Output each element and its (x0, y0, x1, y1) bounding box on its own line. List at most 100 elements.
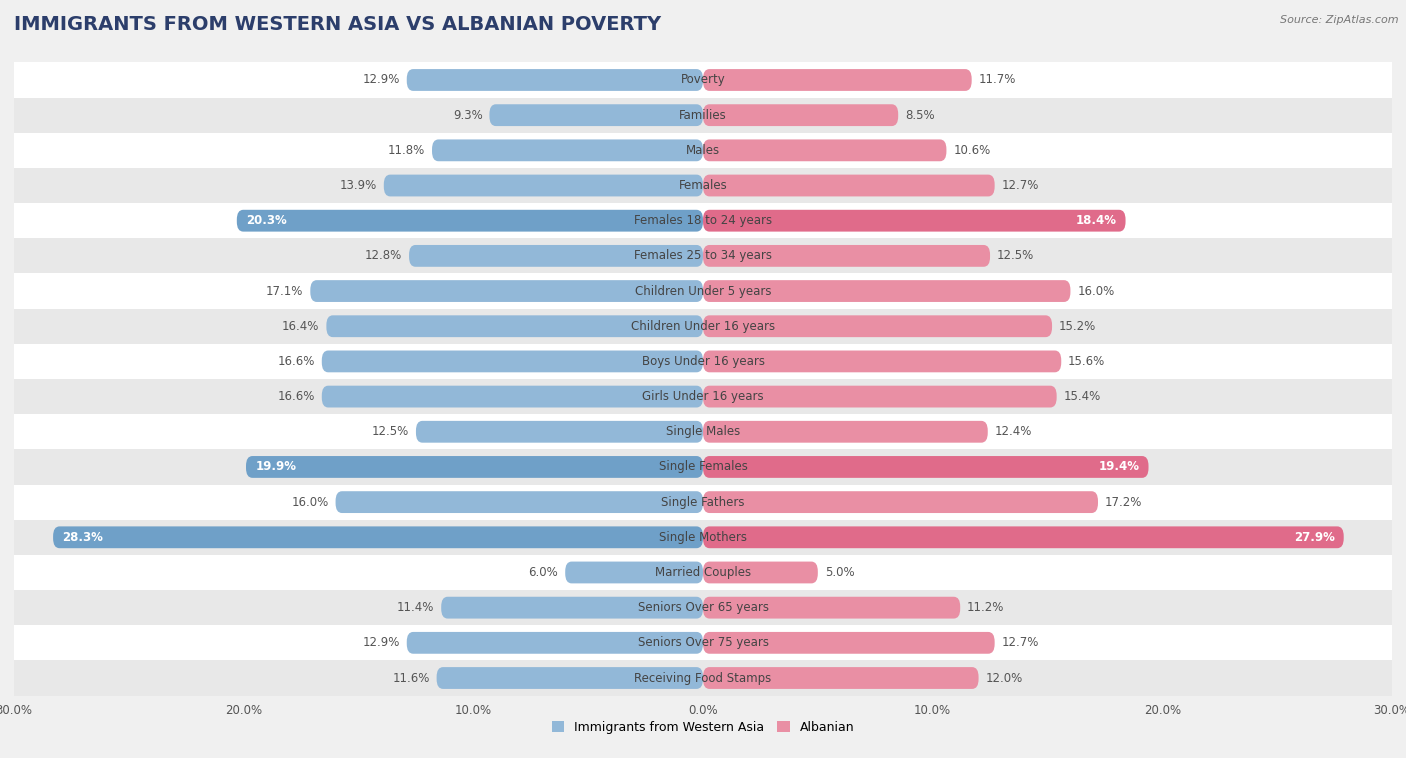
Legend: Immigrants from Western Asia, Albanian: Immigrants from Western Asia, Albanian (547, 716, 859, 739)
Text: 12.5%: 12.5% (371, 425, 409, 438)
FancyBboxPatch shape (326, 315, 703, 337)
FancyBboxPatch shape (406, 632, 703, 653)
FancyBboxPatch shape (703, 667, 979, 689)
Text: Single Mothers: Single Mothers (659, 531, 747, 543)
FancyBboxPatch shape (0, 590, 1406, 625)
Text: Seniors Over 65 years: Seniors Over 65 years (637, 601, 769, 614)
Text: 12.5%: 12.5% (997, 249, 1035, 262)
Text: Children Under 5 years: Children Under 5 years (634, 284, 772, 298)
Text: 16.6%: 16.6% (277, 390, 315, 403)
Text: Single Females: Single Females (658, 460, 748, 474)
FancyBboxPatch shape (565, 562, 703, 584)
FancyBboxPatch shape (0, 274, 1406, 309)
Text: Boys Under 16 years: Boys Under 16 years (641, 355, 765, 368)
FancyBboxPatch shape (703, 280, 1070, 302)
Text: 12.4%: 12.4% (994, 425, 1032, 438)
Text: 16.0%: 16.0% (291, 496, 329, 509)
FancyBboxPatch shape (416, 421, 703, 443)
Text: Females 25 to 34 years: Females 25 to 34 years (634, 249, 772, 262)
FancyBboxPatch shape (0, 133, 1406, 168)
FancyBboxPatch shape (0, 203, 1406, 238)
FancyBboxPatch shape (311, 280, 703, 302)
FancyBboxPatch shape (703, 421, 988, 443)
FancyBboxPatch shape (246, 456, 703, 478)
Text: 11.6%: 11.6% (392, 672, 430, 684)
Text: 12.9%: 12.9% (363, 636, 399, 650)
Text: Males: Males (686, 144, 720, 157)
FancyBboxPatch shape (0, 555, 1406, 590)
Text: 13.9%: 13.9% (340, 179, 377, 192)
Text: 16.6%: 16.6% (277, 355, 315, 368)
Text: 11.8%: 11.8% (388, 144, 425, 157)
Text: Girls Under 16 years: Girls Under 16 years (643, 390, 763, 403)
FancyBboxPatch shape (0, 168, 1406, 203)
Text: 9.3%: 9.3% (453, 108, 482, 122)
FancyBboxPatch shape (53, 526, 703, 548)
FancyBboxPatch shape (489, 105, 703, 126)
FancyBboxPatch shape (0, 62, 1406, 98)
FancyBboxPatch shape (437, 667, 703, 689)
Text: 18.4%: 18.4% (1076, 215, 1116, 227)
FancyBboxPatch shape (703, 174, 994, 196)
FancyBboxPatch shape (0, 414, 1406, 449)
FancyBboxPatch shape (0, 520, 1406, 555)
FancyBboxPatch shape (703, 350, 1062, 372)
Text: 11.7%: 11.7% (979, 74, 1017, 86)
Text: Children Under 16 years: Children Under 16 years (631, 320, 775, 333)
Text: 16.4%: 16.4% (283, 320, 319, 333)
FancyBboxPatch shape (703, 245, 990, 267)
FancyBboxPatch shape (0, 238, 1406, 274)
FancyBboxPatch shape (432, 139, 703, 161)
Text: 28.3%: 28.3% (62, 531, 103, 543)
FancyBboxPatch shape (703, 139, 946, 161)
FancyBboxPatch shape (703, 526, 1344, 548)
Text: Single Fathers: Single Fathers (661, 496, 745, 509)
FancyBboxPatch shape (703, 210, 1126, 232)
Text: 12.7%: 12.7% (1001, 179, 1039, 192)
Text: Source: ZipAtlas.com: Source: ZipAtlas.com (1281, 15, 1399, 25)
Text: 12.0%: 12.0% (986, 672, 1022, 684)
Text: Families: Families (679, 108, 727, 122)
Text: Seniors Over 75 years: Seniors Over 75 years (637, 636, 769, 650)
FancyBboxPatch shape (406, 69, 703, 91)
Text: Females: Females (679, 179, 727, 192)
Text: 12.8%: 12.8% (366, 249, 402, 262)
Text: 5.0%: 5.0% (825, 566, 855, 579)
Text: 12.7%: 12.7% (1001, 636, 1039, 650)
FancyBboxPatch shape (703, 105, 898, 126)
FancyBboxPatch shape (0, 449, 1406, 484)
FancyBboxPatch shape (236, 210, 703, 232)
Text: 11.4%: 11.4% (396, 601, 434, 614)
Text: 27.9%: 27.9% (1294, 531, 1334, 543)
Text: 20.3%: 20.3% (246, 215, 287, 227)
Text: 17.1%: 17.1% (266, 284, 304, 298)
FancyBboxPatch shape (0, 98, 1406, 133)
Text: 11.2%: 11.2% (967, 601, 1004, 614)
Text: 12.9%: 12.9% (363, 74, 399, 86)
Text: 6.0%: 6.0% (529, 566, 558, 579)
Text: Poverty: Poverty (681, 74, 725, 86)
FancyBboxPatch shape (0, 344, 1406, 379)
FancyBboxPatch shape (384, 174, 703, 196)
FancyBboxPatch shape (703, 69, 972, 91)
FancyBboxPatch shape (336, 491, 703, 513)
Text: 8.5%: 8.5% (905, 108, 935, 122)
FancyBboxPatch shape (703, 456, 1149, 478)
FancyBboxPatch shape (703, 632, 994, 653)
FancyBboxPatch shape (0, 660, 1406, 696)
Text: 10.6%: 10.6% (953, 144, 991, 157)
FancyBboxPatch shape (0, 379, 1406, 414)
FancyBboxPatch shape (441, 597, 703, 619)
Text: Receiving Food Stamps: Receiving Food Stamps (634, 672, 772, 684)
FancyBboxPatch shape (0, 625, 1406, 660)
FancyBboxPatch shape (409, 245, 703, 267)
Text: 15.4%: 15.4% (1063, 390, 1101, 403)
FancyBboxPatch shape (322, 350, 703, 372)
FancyBboxPatch shape (322, 386, 703, 408)
FancyBboxPatch shape (703, 562, 818, 584)
FancyBboxPatch shape (703, 597, 960, 619)
FancyBboxPatch shape (703, 491, 1098, 513)
FancyBboxPatch shape (703, 315, 1052, 337)
FancyBboxPatch shape (703, 386, 1057, 408)
FancyBboxPatch shape (0, 484, 1406, 520)
